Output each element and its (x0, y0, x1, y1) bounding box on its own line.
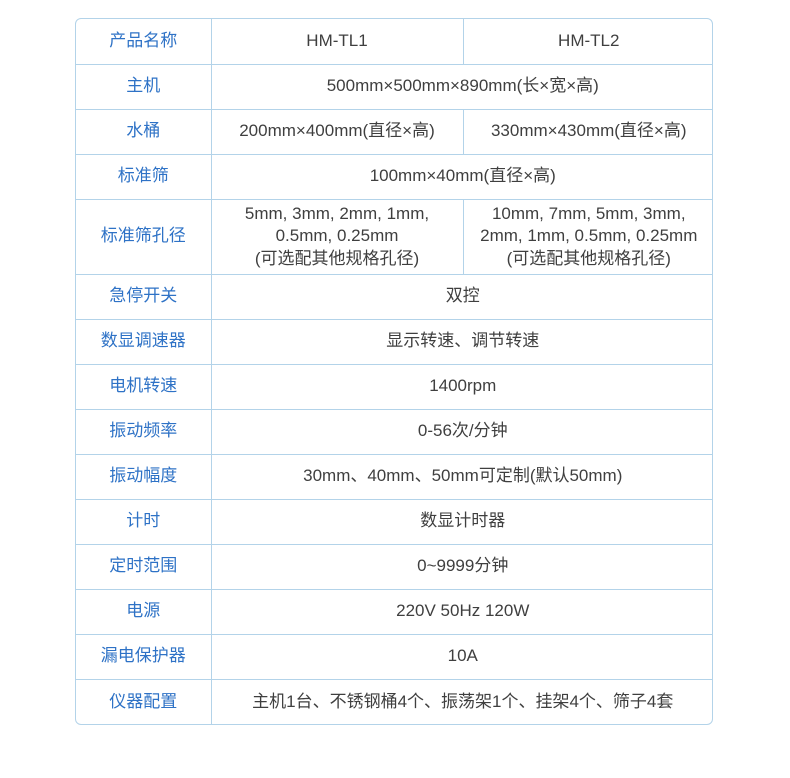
row-value: 10A (210, 633, 712, 680)
table-row: 定时范围 0~9999分钟 (76, 543, 712, 590)
row-label: 产品名称 (76, 19, 212, 65)
row-label: 振动频率 (76, 408, 212, 455)
spec-table: 产品名称 HM-TL1 HM-TL2 主机 500mm×500mm×890mm(长×宽×… (76, 19, 712, 724)
row-value: 500mm×500mm×890mm(长×宽×高) (210, 63, 712, 110)
row-label: 振动幅度 (76, 453, 212, 500)
table-row: 仪器配置 主机1台、不锈钢桶4个、振荡架1个、挂架4个、筛子4套 (76, 678, 712, 724)
row-value: HM-TL2 (462, 19, 712, 65)
product-spec-table: 产品名称 HM-TL1 HM-TL2 主机 500mm×500mm×890mm(长×宽×… (75, 18, 713, 725)
row-value: 220V 50Hz 120W (210, 588, 712, 635)
row-label: 电源 (76, 588, 212, 635)
table-row: 振动幅度 30mm、40mm、50mm可定制(默认50mm) (76, 453, 712, 500)
table-row: 数显调速器 显示转速、调节转速 (76, 318, 712, 365)
row-value: 30mm、40mm、50mm可定制(默认50mm) (210, 453, 712, 500)
row-label: 仪器配置 (76, 678, 212, 724)
row-value: 0~9999分钟 (210, 543, 712, 590)
spec-table-body: 产品名称 HM-TL1 HM-TL2 主机 500mm×500mm×890mm(长×宽×… (76, 19, 712, 724)
row-label: 电机转速 (76, 363, 212, 410)
table-row: 水桶 200mm×400mm(直径×高) 330mm×430mm(直径×高) (76, 108, 712, 155)
row-value: 200mm×400mm(直径×高) (210, 108, 464, 155)
row-value: 1400rpm (210, 363, 712, 410)
table-row: 振动频率 0-56次/分钟 (76, 408, 712, 455)
row-label: 定时范围 (76, 543, 212, 590)
row-label: 标准筛 (76, 153, 212, 200)
table-row: 标准筛 100mm×40mm(直径×高) (76, 153, 712, 200)
row-value: 330mm×430mm(直径×高) (462, 108, 712, 155)
row-label: 急停开关 (76, 273, 212, 320)
row-label: 标准筛孔径 (76, 198, 212, 275)
row-value: 双控 (210, 273, 712, 320)
row-label: 数显调速器 (76, 318, 212, 365)
table-row: 电源 220V 50Hz 120W (76, 588, 712, 635)
table-row: 产品名称 HM-TL1 HM-TL2 (76, 19, 712, 65)
table-row: 急停开关 双控 (76, 273, 712, 320)
row-label: 主机 (76, 63, 212, 110)
table-row: 标准筛孔径 5mm, 3mm, 2mm, 1mm, 0.5mm, 0.25mm (… (76, 198, 712, 275)
row-label: 漏电保护器 (76, 633, 212, 680)
row-value: 100mm×40mm(直径×高) (210, 153, 712, 200)
row-value: 10mm, 7mm, 5mm, 3mm, 2mm, 1mm, 0.5mm, 0.… (462, 198, 712, 275)
row-label: 水桶 (76, 108, 212, 155)
row-value: HM-TL1 (210, 19, 464, 65)
table-row: 主机 500mm×500mm×890mm(长×宽×高) (76, 63, 712, 110)
table-row: 计时 数显计时器 (76, 498, 712, 545)
row-value: 显示转速、调节转速 (210, 318, 712, 365)
row-value: 主机1台、不锈钢桶4个、振荡架1个、挂架4个、筛子4套 (210, 678, 712, 724)
table-row: 电机转速 1400rpm (76, 363, 712, 410)
table-row: 漏电保护器 10A (76, 633, 712, 680)
row-label: 计时 (76, 498, 212, 545)
row-value: 0-56次/分钟 (210, 408, 712, 455)
row-value: 5mm, 3mm, 2mm, 1mm, 0.5mm, 0.25mm (可选配其他… (210, 198, 464, 275)
row-value: 数显计时器 (210, 498, 712, 545)
